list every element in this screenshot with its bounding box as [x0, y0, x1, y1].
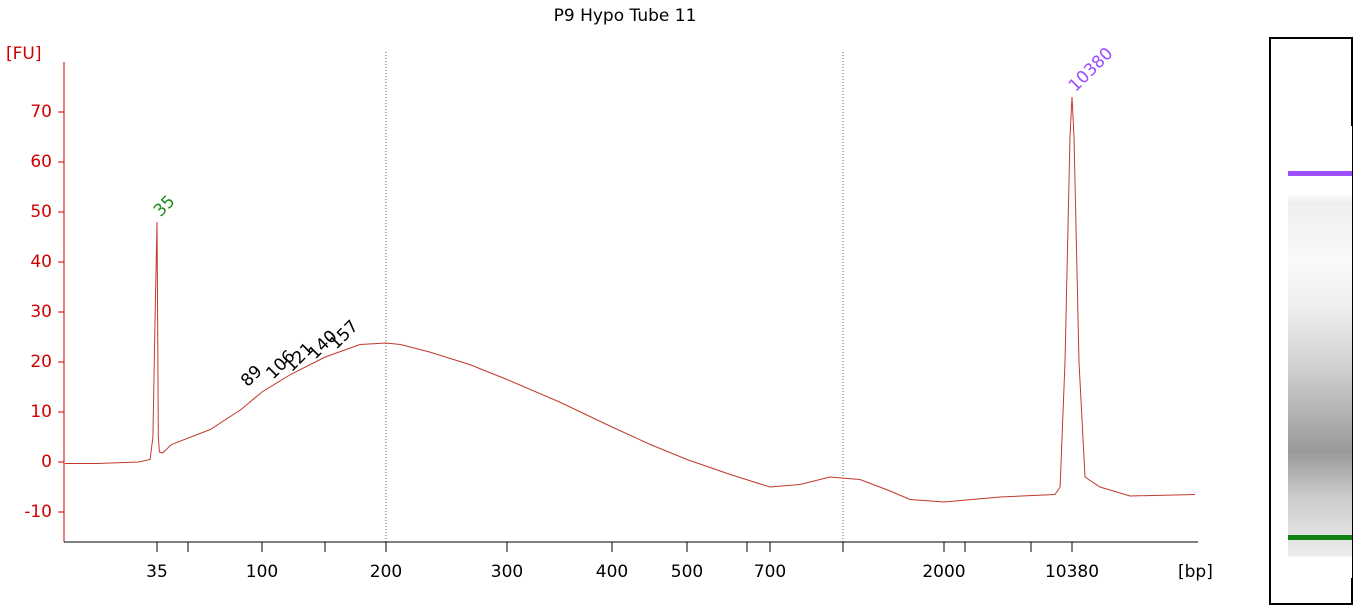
chart-title: P9 Hypo Tube 11: [554, 6, 697, 26]
minor-ticks: [187, 542, 1032, 552]
y-tick-label: 40: [30, 252, 52, 272]
y-axis-label: [FU]: [6, 44, 42, 64]
trace: [65, 96, 1196, 503]
x-tick-label: 700: [754, 562, 786, 582]
y-tick-label: 20: [30, 352, 52, 372]
peak-label: 10380: [1065, 44, 1117, 96]
y-tick-label: 60: [30, 152, 52, 172]
x-tick-label: 500: [671, 562, 703, 582]
lower-marker-band: [1288, 535, 1352, 540]
y-tick-label: 70: [30, 102, 52, 122]
x-tick-label: 200: [370, 562, 402, 582]
y-tick-label: 50: [30, 202, 52, 222]
x-axis-label: [bp]: [1178, 562, 1213, 582]
upper-marker-band: [1288, 171, 1352, 176]
y-tick-label: 30: [30, 302, 52, 322]
x-tick-label: 10380: [1045, 562, 1099, 582]
gel-smear: [1288, 126, 1352, 578]
x-tick-label: 400: [596, 562, 628, 582]
y-tick-label: 10: [30, 402, 52, 422]
x-tick-label: 100: [246, 562, 278, 582]
peak-label: 89: [237, 362, 266, 391]
peak-label: 35: [150, 192, 179, 221]
x-tick-label: 35: [146, 562, 168, 582]
x-tick-label: 2000: [922, 562, 965, 582]
y-tick-label: -10: [24, 502, 52, 522]
x-tick-label: 300: [491, 562, 523, 582]
y-tick-label: 0: [41, 452, 52, 472]
